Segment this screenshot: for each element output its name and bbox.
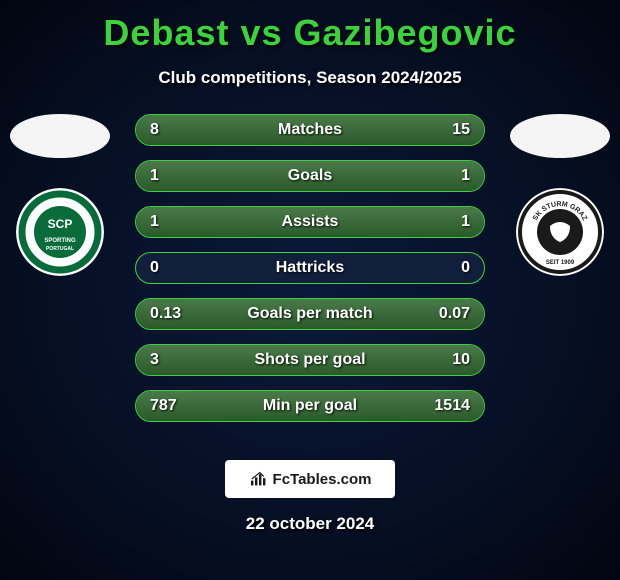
stat-value-right: 0.07 [424, 305, 484, 323]
stat-label: Shots per goal [196, 351, 424, 369]
svg-text:SCP: SCP [48, 217, 73, 231]
subtitle: Club competitions, Season 2024/2025 [0, 68, 620, 88]
stat-row: 787Min per goal1514 [135, 390, 485, 422]
stat-row: 0.13Goals per match0.07 [135, 298, 485, 330]
player-left-column: SCP SPORTING PORTUGAL [0, 114, 120, 276]
chart-icon [249, 471, 269, 487]
player-right-avatar [510, 114, 610, 158]
stat-label: Min per goal [196, 397, 424, 415]
stat-label: Goals per match [196, 305, 424, 323]
svg-text:PORTUGAL: PORTUGAL [46, 246, 74, 252]
stat-value-right: 1514 [424, 397, 484, 415]
comparison-panel: SCP SPORTING PORTUGAL SK STURM GRAZ SEIT… [0, 114, 620, 434]
stat-value-left: 1 [136, 167, 196, 185]
stat-row: 3Shots per goal10 [135, 344, 485, 376]
svg-text:SEIT 1909: SEIT 1909 [546, 260, 575, 266]
stat-label: Matches [196, 121, 424, 139]
club-badge-right: SK STURM GRAZ SEIT 1909 [516, 188, 604, 276]
stat-value-left: 787 [136, 397, 196, 415]
stat-value-left: 0.13 [136, 305, 196, 323]
svg-text:SPORTING: SPORTING [44, 238, 76, 244]
player-right-column: SK STURM GRAZ SEIT 1909 [500, 114, 620, 276]
stat-value-right: 10 [424, 351, 484, 369]
player-left-avatar [10, 114, 110, 158]
stat-value-left: 1 [136, 213, 196, 231]
branding-text: FcTables.com [273, 471, 372, 488]
stat-row: 0Hattricks0 [135, 252, 485, 284]
stat-value-right: 1 [424, 213, 484, 231]
stat-value-right: 15 [424, 121, 484, 139]
stat-value-left: 3 [136, 351, 196, 369]
footer-date: 22 october 2024 [0, 514, 620, 534]
stat-label: Goals [196, 167, 424, 185]
page-title: Debast vs Gazibegovic [0, 0, 620, 54]
stat-bars: 8Matches151Goals11Assists10Hattricks00.1… [135, 114, 485, 422]
stat-value-left: 8 [136, 121, 196, 139]
stat-row: 1Goals1 [135, 160, 485, 192]
stat-value-right: 1 [424, 167, 484, 185]
stat-row: 1Assists1 [135, 206, 485, 238]
branding-badge: FcTables.com [225, 460, 395, 498]
stat-value-right: 0 [424, 259, 484, 277]
stat-value-left: 0 [136, 259, 196, 277]
club-badge-left: SCP SPORTING PORTUGAL [16, 188, 104, 276]
stat-row: 8Matches15 [135, 114, 485, 146]
stat-label: Hattricks [196, 259, 424, 277]
stat-label: Assists [196, 213, 424, 231]
